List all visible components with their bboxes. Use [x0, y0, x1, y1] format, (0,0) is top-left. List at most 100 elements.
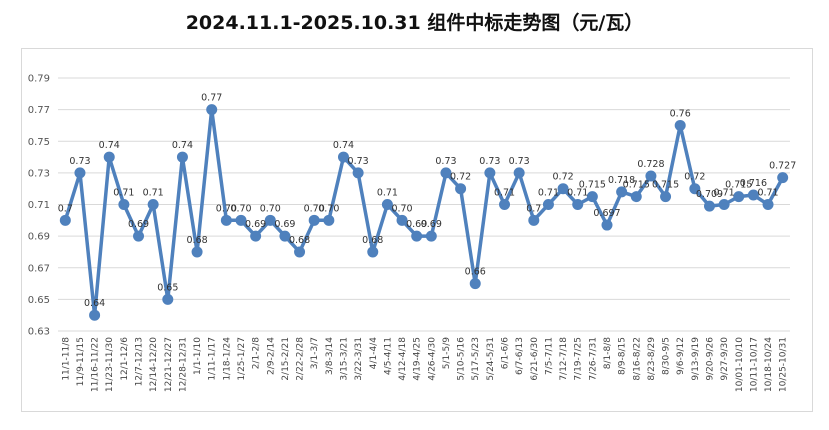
data-point [206, 104, 218, 116]
data-point [499, 199, 511, 210]
data-point [381, 199, 393, 210]
y-tick-label: 0.77 [28, 105, 50, 116]
y-tick-label: 0.75 [28, 137, 50, 148]
data-point [762, 199, 774, 210]
x-tick-label: 9/6-9/12 [676, 337, 686, 375]
x-tick-label: 2/22-2/28 [296, 337, 306, 381]
x-tick-label: 1/25-1/27 [237, 337, 247, 381]
data-label: 0.66 [465, 267, 486, 278]
data-label: 0.72 [684, 172, 705, 183]
data-label: 0.71 [757, 188, 778, 199]
x-tick-label: 7/5-7/11 [544, 337, 554, 375]
x-tick-label: 12/7-12/13 [135, 337, 145, 386]
data-point [176, 151, 188, 163]
data-point [469, 278, 481, 290]
x-tick-label: 5/1-5/9 [442, 337, 452, 369]
data-label: 0.70 [216, 203, 237, 214]
data-label: 0.709 [696, 189, 723, 200]
data-point [484, 167, 496, 179]
x-tick-label: 3/1-3/7 [310, 337, 320, 369]
data-label: 0.71 [538, 188, 559, 199]
data-label: 0.728 [637, 159, 664, 170]
data-point [352, 167, 364, 179]
data-point [733, 191, 745, 203]
data-point [220, 214, 232, 226]
data-label: 0.71 [714, 188, 735, 199]
data-point [367, 246, 379, 258]
y-tick-label: 0.65 [28, 295, 50, 306]
x-tick-label: 8/16-8/22 [632, 337, 642, 381]
x-tick-label: 3/8-3/14 [325, 337, 335, 375]
data-point [455, 183, 467, 195]
data-point [718, 199, 730, 210]
data-point [660, 191, 672, 203]
data-label: 0.73 [69, 156, 90, 167]
data-point [513, 167, 525, 179]
data-point [557, 183, 569, 195]
data-label: 0.70 [391, 203, 412, 214]
x-tick-label: 10/01-10/10 [735, 337, 745, 392]
x-tick-label: 3/15-3/21 [339, 337, 349, 381]
chart-title: 2024.11.1-2025.10.31 组件中标走势图（元/瓦） [185, 12, 644, 34]
data-point [777, 172, 789, 184]
data-point [279, 230, 291, 242]
data-point [103, 151, 115, 163]
x-tick-label: 1/11-1/17 [208, 337, 218, 381]
x-tick-label: 6/1-6/6 [501, 337, 511, 369]
data-point [133, 230, 145, 242]
data-label: 0.727 [769, 161, 796, 172]
x-tick-label: 10/11-10/17 [749, 337, 759, 392]
data-label: 0.68 [187, 235, 208, 246]
data-label: 0.69 [128, 219, 149, 230]
data-label: 0.69 [274, 219, 295, 230]
data-point [542, 199, 554, 210]
data-point [147, 199, 159, 210]
plot-frame [21, 48, 813, 412]
data-label: 0.7 [526, 203, 541, 214]
data-label: 0.64 [84, 298, 105, 309]
data-point [250, 230, 262, 242]
x-tick-label: 4/19-4/25 [413, 337, 423, 381]
x-tick-label: 11/16-11/22 [91, 337, 101, 392]
data-label: 0.697 [593, 208, 620, 219]
data-label: 0.70 [304, 203, 325, 214]
data-point [616, 186, 628, 198]
data-label: 0.69 [245, 219, 266, 230]
x-tick-label: 8/30-9/5 [662, 337, 672, 375]
data-point [337, 151, 349, 163]
data-point [308, 214, 320, 226]
data-label: 0.73 [348, 156, 369, 167]
data-label: 0.715 [579, 180, 606, 191]
x-tick-label: 12/1-12/6 [120, 337, 130, 381]
x-tick-label: 8/9-8/15 [618, 337, 628, 375]
data-label: 0.76 [670, 108, 691, 119]
y-tick-label: 0.69 [28, 232, 50, 243]
data-point [59, 214, 71, 226]
data-label: 0.72 [553, 172, 574, 183]
data-label: 0.71 [113, 188, 134, 199]
data-point [235, 214, 247, 226]
y-tick-label: 0.71 [28, 200, 50, 211]
data-label: 0.73 [479, 156, 500, 167]
x-tick-label: 11/9-11/15 [76, 337, 86, 386]
data-point [572, 199, 584, 210]
data-label: 0.71 [567, 188, 588, 199]
data-label: 0.71 [143, 188, 164, 199]
x-tick-label: 2/1-2/8 [252, 337, 262, 369]
data-point [586, 191, 598, 203]
y-tick-label: 0.73 [28, 168, 50, 179]
y-tick-label: 0.67 [28, 263, 50, 274]
data-label: 0.69 [421, 219, 442, 230]
data-label: 0.716 [740, 178, 767, 189]
x-tick-label: 2/9-2/14 [266, 337, 276, 375]
x-tick-label: 4/5-4/11 [383, 337, 393, 375]
data-label: 0.77 [201, 93, 222, 104]
x-tick-label: 4/12-4/18 [398, 337, 408, 381]
data-label: 0.73 [509, 156, 530, 167]
data-label: 0.715 [725, 180, 752, 191]
data-label: 0.70 [230, 203, 251, 214]
data-label: 0.71 [494, 188, 515, 199]
data-label: 0.68 [362, 235, 383, 246]
data-point [601, 219, 613, 231]
